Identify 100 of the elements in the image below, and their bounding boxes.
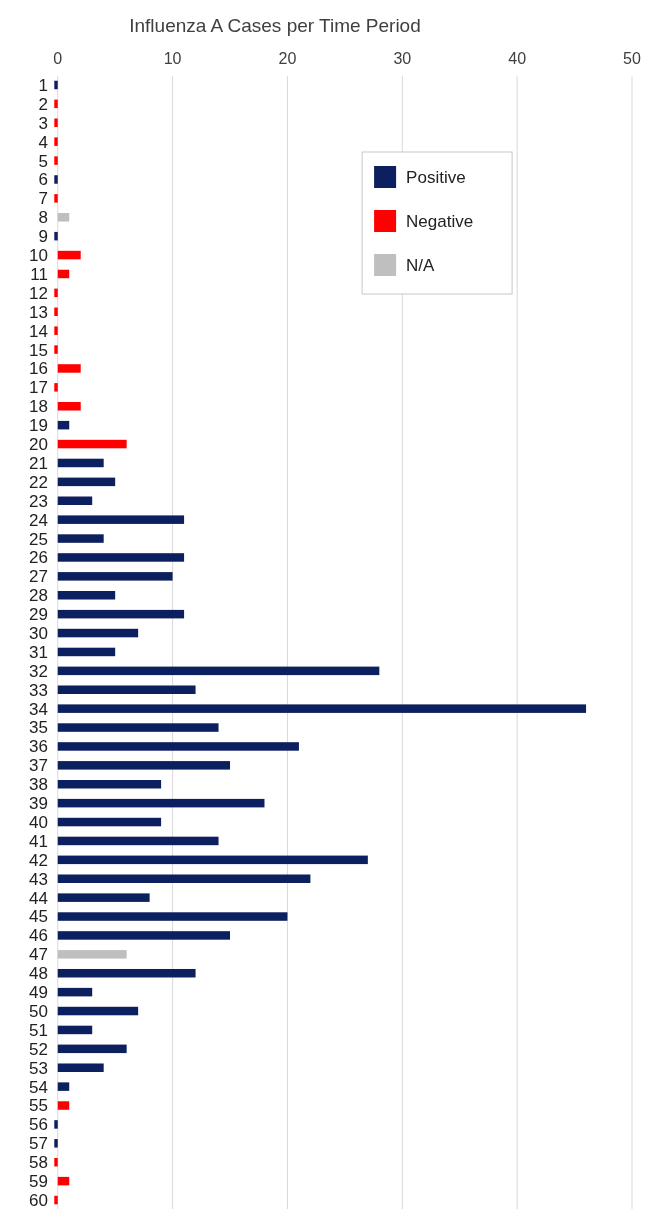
y-tick-label: 7 [38,189,48,209]
y-tick-label: 57 [29,1134,48,1154]
y-tick-label: 13 [29,302,48,322]
bar [57,1176,70,1186]
legend-label: N/A [406,255,436,275]
bar [57,591,116,600]
bar [54,99,58,109]
y-tick-label: 39 [29,794,48,814]
bar [57,685,196,694]
bar [57,1044,127,1054]
bar [57,723,219,732]
y-tick-label: 41 [29,831,48,851]
y-tick-label: 35 [29,718,48,738]
bar [57,666,380,676]
y-tick-label: 48 [29,964,48,984]
bar [57,874,311,883]
bar [54,383,58,392]
y-tick-label: 3 [38,113,48,133]
bar [57,950,127,959]
y-tick-label: 44 [29,888,48,908]
bar [57,420,70,430]
x-tick-label: 50 [623,50,641,67]
bar [57,1025,93,1035]
bar [54,194,58,203]
y-tick-label: 25 [29,529,48,549]
bar [54,1195,58,1205]
bar [57,1101,70,1110]
bar [54,288,58,298]
y-tick-label: 52 [29,1039,48,1059]
bar [57,402,81,411]
y-tick-label: 6 [38,170,48,190]
bar [54,231,58,241]
y-tick-label: 38 [29,775,48,795]
y-tick-label: 29 [29,605,48,625]
x-tick-label: 40 [508,50,527,67]
chart-title: Influenza A Cases per Time Period [129,15,421,36]
bar [57,912,288,921]
y-tick-label: 51 [29,1020,48,1040]
bar [54,1120,58,1129]
bar [57,213,70,222]
y-tick-label: 11 [30,264,48,284]
y-tick-label: 47 [29,945,48,965]
bar [57,458,104,468]
bar [57,893,150,902]
bar [57,1063,104,1072]
y-tick-label: 12 [29,283,48,303]
y-tick-label: 4 [38,132,48,152]
bar [57,931,231,940]
y-tick-label: 19 [29,416,48,436]
y-tick-label: 2 [38,94,48,114]
y-tick-label: 56 [29,1115,48,1135]
bar [57,496,93,506]
y-tick-label: 37 [29,756,48,776]
y-tick-label: 36 [29,737,48,757]
y-tick-label: 26 [29,548,48,568]
bar [57,364,81,373]
bar [57,1082,70,1091]
bar [54,175,58,184]
bar [57,761,231,770]
y-tick-label: 50 [29,1001,48,1021]
y-tick-label: 59 [29,1172,48,1192]
bar [57,572,173,581]
y-tick-label: 9 [38,227,48,247]
y-tick-label: 28 [29,586,48,606]
y-tick-label: 60 [29,1190,48,1210]
y-tick-label: 14 [29,321,48,341]
bar [57,553,185,562]
y-tick-label: 22 [29,472,48,492]
y-tick-label: 15 [29,340,48,360]
x-tick-label: 20 [278,50,297,67]
y-tick-label: 53 [29,1058,48,1078]
x-tick-label: 30 [393,50,412,67]
legend-label: Positive [406,167,466,187]
y-tick-label: 20 [29,435,48,455]
x-tick-label: 10 [163,50,182,67]
bar [57,798,265,808]
bar [57,836,219,846]
y-tick-label: 58 [29,1153,48,1173]
y-tick-label: 32 [29,661,48,681]
y-tick-label: 23 [29,491,48,511]
y-tick-label: 42 [29,850,48,870]
y-tick-label: 30 [29,624,48,643]
x-tick-label: 0 [53,50,63,67]
bar [57,515,185,524]
bar [57,817,162,827]
y-tick-label: 24 [29,510,48,530]
y-tick-label: 33 [29,680,48,700]
y-tick-label: 55 [29,1096,48,1116]
bar [57,609,185,619]
bar [57,855,368,865]
bar [54,156,58,165]
y-tick-label: 34 [29,699,48,719]
bar [54,326,58,335]
y-tick-label: 21 [29,453,48,473]
bar [57,477,116,487]
y-tick-label: 1 [38,75,48,95]
y-tick-label: 17 [29,378,48,398]
bar [54,80,58,90]
bar [57,779,162,789]
bar [57,628,139,638]
